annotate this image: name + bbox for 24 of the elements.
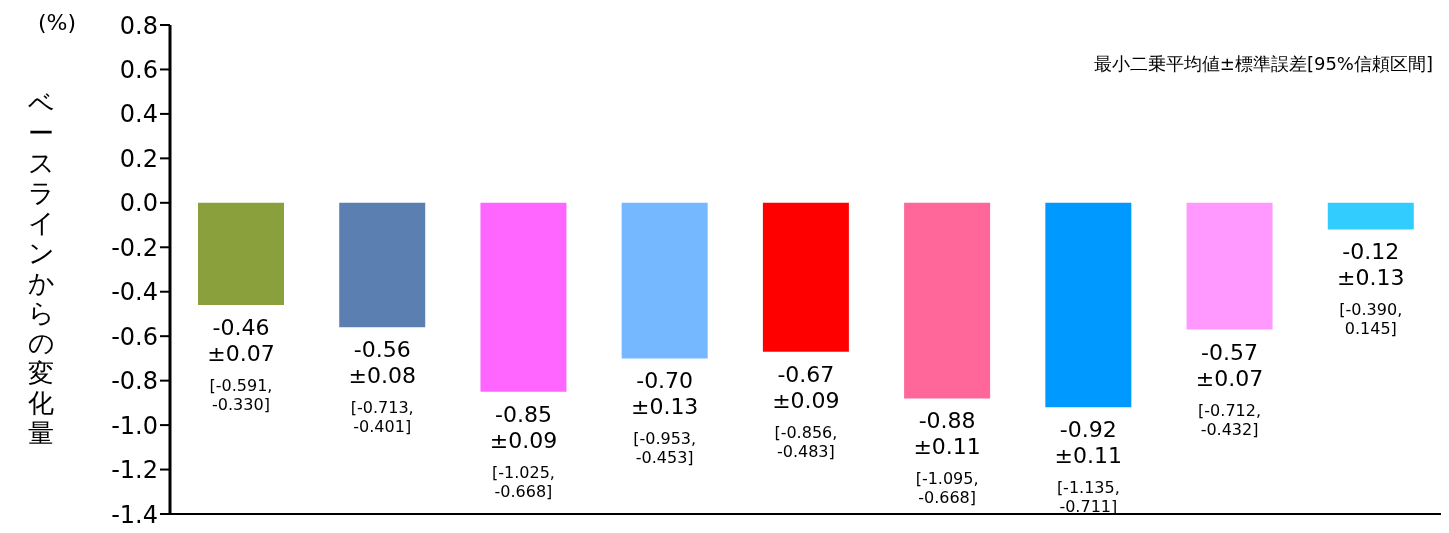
y-tick-label: 0.0 [119, 189, 158, 218]
data-label: -0.67 ±0.09 [-0.856, -0.483] [772, 361, 840, 461]
data-label: -0.88 ±0.11 [-1.095, -0.668] [913, 408, 981, 508]
data-label: -0.92 ±0.11 [-1.135, -0.711] [1054, 417, 1123, 517]
y-tick-label: -1.2 [111, 456, 158, 485]
data-label: -0.12 ±0.13 [-0.390, 0.145] [1337, 239, 1405, 339]
data-label: -0.56 ±0.08 [-0.713, -0.401] [348, 337, 416, 437]
annotation: 最小二乗平均値±標準誤差[95%信頼区間] [1093, 52, 1433, 76]
data-label: -0.57 ±0.07 [-0.712, -0.432] [1195, 339, 1264, 439]
y-tick-label: 0.8 [119, 11, 158, 40]
y-tick-label: -0.2 [111, 233, 158, 262]
y-tick-label: -0.8 [111, 367, 158, 396]
y-tick-label: -0.6 [111, 322, 158, 351]
data-label: -0.70 ±0.13 [-0.953, -0.453] [630, 368, 699, 468]
y-tick-label: 0.6 [119, 55, 158, 84]
data-label: -0.46 ±0.07 [-0.591, -0.330] [207, 315, 275, 415]
y-tick-label: -0.4 [111, 278, 158, 307]
y-tick-label: 0.2 [119, 144, 158, 173]
text: (%) [38, 10, 77, 35]
text: ベースラインからの変化量 [27, 88, 55, 448]
data-label: -0.85 ±0.09 [-1.025, -0.668] [489, 401, 558, 501]
y-tick-label: -1.4 [111, 500, 158, 529]
y-tick-label: 0.4 [119, 100, 158, 129]
y-tick-label: -1.0 [111, 411, 158, 440]
